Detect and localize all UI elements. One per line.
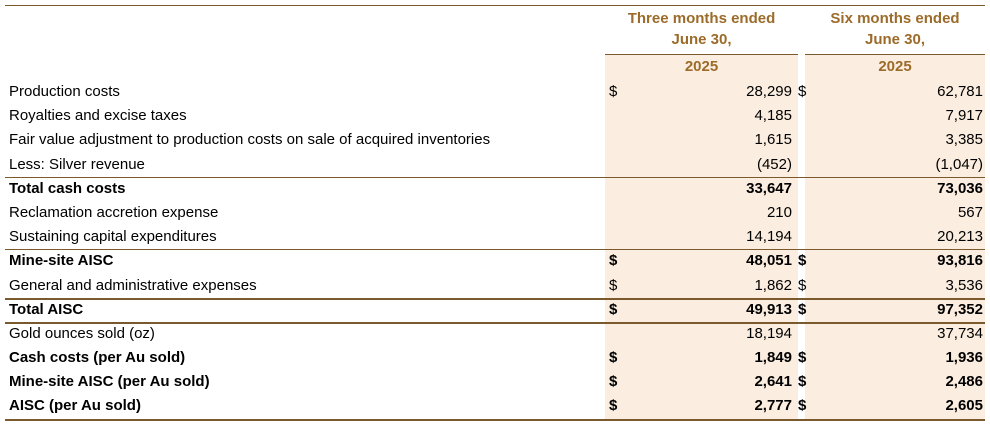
col1-year-rule: [605, 54, 798, 55]
col2-header-line1: Six months ended: [830, 10, 960, 27]
col1-currency-symbol: $: [609, 252, 618, 270]
col1-currency-symbol: $: [609, 397, 618, 415]
row-separator-rule: [5, 297, 985, 300]
table-row: Cash costs (per Au sold) $1,849 $1,936: [5, 346, 985, 370]
table-row: Total cash costs 33,647 73,036: [5, 176, 985, 201]
col1-currency-symbol: $: [609, 373, 618, 391]
col1-value: 210: [766, 203, 792, 221]
col1-value: 2,641: [754, 373, 792, 391]
col1-value: 48,051: [746, 252, 792, 270]
col2-year-rule: [805, 54, 985, 55]
col2-value: 20,213: [937, 228, 983, 246]
table-body: Production costs $28,299 $62,781 Royalties …: [5, 80, 985, 421]
row-label: Sustaining capital expenditures: [9, 228, 217, 246]
table-row: Gold ounces sold (oz) 18,194 37,734: [5, 321, 985, 346]
col1-currency-symbol: $: [609, 276, 618, 294]
row-separator-rule: [5, 249, 985, 251]
table-row: Royalties and excise taxes 4,185 7,917: [5, 104, 985, 128]
col1-value: (452): [756, 155, 792, 173]
col2-value: 37,734: [937, 324, 983, 342]
col2-currency-symbol: $: [798, 276, 807, 294]
col1-currency-symbol: $: [609, 83, 618, 100]
col2-shading: [805, 55, 985, 421]
col2-header-line2: June 30,: [864, 31, 926, 48]
col1-value: 28,299: [746, 83, 792, 100]
table-row: Fair value adjustment to production cost…: [5, 128, 985, 152]
col1-value: 33,647: [746, 179, 792, 197]
col2-value: 1,936: [945, 349, 983, 367]
row-label: General and administrative expenses: [9, 276, 257, 294]
row-label: AISC (per Au sold): [9, 397, 141, 415]
col2-header: Six months ended June 30,: [805, 8, 985, 50]
col2-value: 3,536: [945, 276, 983, 294]
row-label: Total cash costs: [9, 179, 126, 197]
row-label: Gold ounces sold (oz): [9, 324, 155, 342]
col2-value: 567: [957, 203, 983, 221]
row-label: Fair value adjustment to production cost…: [9, 131, 491, 149]
row-label: Less: Silver revenue: [9, 155, 145, 173]
row-label: Cash costs (per Au sold): [9, 349, 186, 367]
row-label: Reclamation accretion expense: [9, 203, 219, 221]
col2-currency-symbol: $: [798, 300, 807, 318]
row-label: Production costs: [9, 83, 120, 100]
col1-value: 14,194: [746, 228, 792, 246]
col1-value: 18,194: [746, 324, 792, 342]
table-row: Sustaining capital expenditures 14,194 20,…: [5, 225, 985, 249]
table-row: AISC (per Au sold) $2,777 $2,605: [5, 394, 985, 418]
row-label: Mine-site AISC: [9, 252, 114, 270]
table-top-rule: [5, 5, 985, 6]
col1-year: 2025: [684, 58, 719, 75]
table-row: Total AISC $49,913 $97,352: [5, 297, 985, 322]
row-label: Total AISC: [9, 300, 84, 318]
col2-value: 7,917: [945, 107, 983, 125]
col2-currency-symbol: $: [798, 397, 807, 415]
col1-shading: [605, 55, 798, 421]
col2-currency-symbol: $: [798, 373, 807, 391]
col2-value: 97,352: [937, 300, 983, 318]
row-label: Royalties and excise taxes: [9, 107, 187, 125]
row-separator-rule: [5, 321, 985, 324]
col2-value: 93,816: [937, 252, 983, 270]
table-bottom-rule: [5, 418, 985, 421]
col2-currency-symbol: $: [798, 83, 807, 100]
col1-value: 1,615: [754, 131, 792, 149]
col2-currency-symbol: $: [798, 252, 807, 270]
col2-value: 2,486: [945, 373, 983, 391]
col2-value: (1,047): [935, 155, 983, 173]
col1-value: 1,849: [754, 349, 792, 367]
table-row: Less: Silver revenue (452) (1,047): [5, 153, 985, 177]
table-row: Production costs $28,299 $62,781: [5, 80, 985, 104]
col2-value: 62,781: [937, 83, 983, 100]
table-row: General and administrative expenses $1,86…: [5, 274, 985, 298]
col2-value: 73,036: [937, 179, 983, 197]
table-row: Mine-site AISC (per Au sold) $2,641 $2,486: [5, 370, 985, 394]
col1-value: 4,185: [754, 107, 792, 125]
col1-header-line2: June 30,: [671, 31, 732, 48]
row-separator-rule: [5, 176, 985, 178]
col2-value: 2,605: [945, 397, 983, 415]
col2-value: 3,385: [945, 131, 983, 149]
col1-value: 1,862: [754, 276, 792, 294]
table-row: Reclamation accretion expense 210 567: [5, 201, 985, 225]
col1-header: Three months ended June 30,: [605, 8, 798, 50]
table-row: Mine-site AISC $48,051 $93,816: [5, 249, 985, 273]
col2-year: 2025: [878, 58, 912, 75]
col1-header-line1: Three months ended: [627, 10, 776, 27]
col1-value: 2,777: [754, 397, 792, 415]
col1-currency-symbol: $: [609, 300, 618, 318]
col1-value: 49,913: [746, 300, 792, 318]
col2-currency-symbol: $: [798, 349, 807, 367]
col1-currency-symbol: $: [609, 349, 618, 367]
row-label: Mine-site AISC (per Au sold): [9, 373, 210, 391]
